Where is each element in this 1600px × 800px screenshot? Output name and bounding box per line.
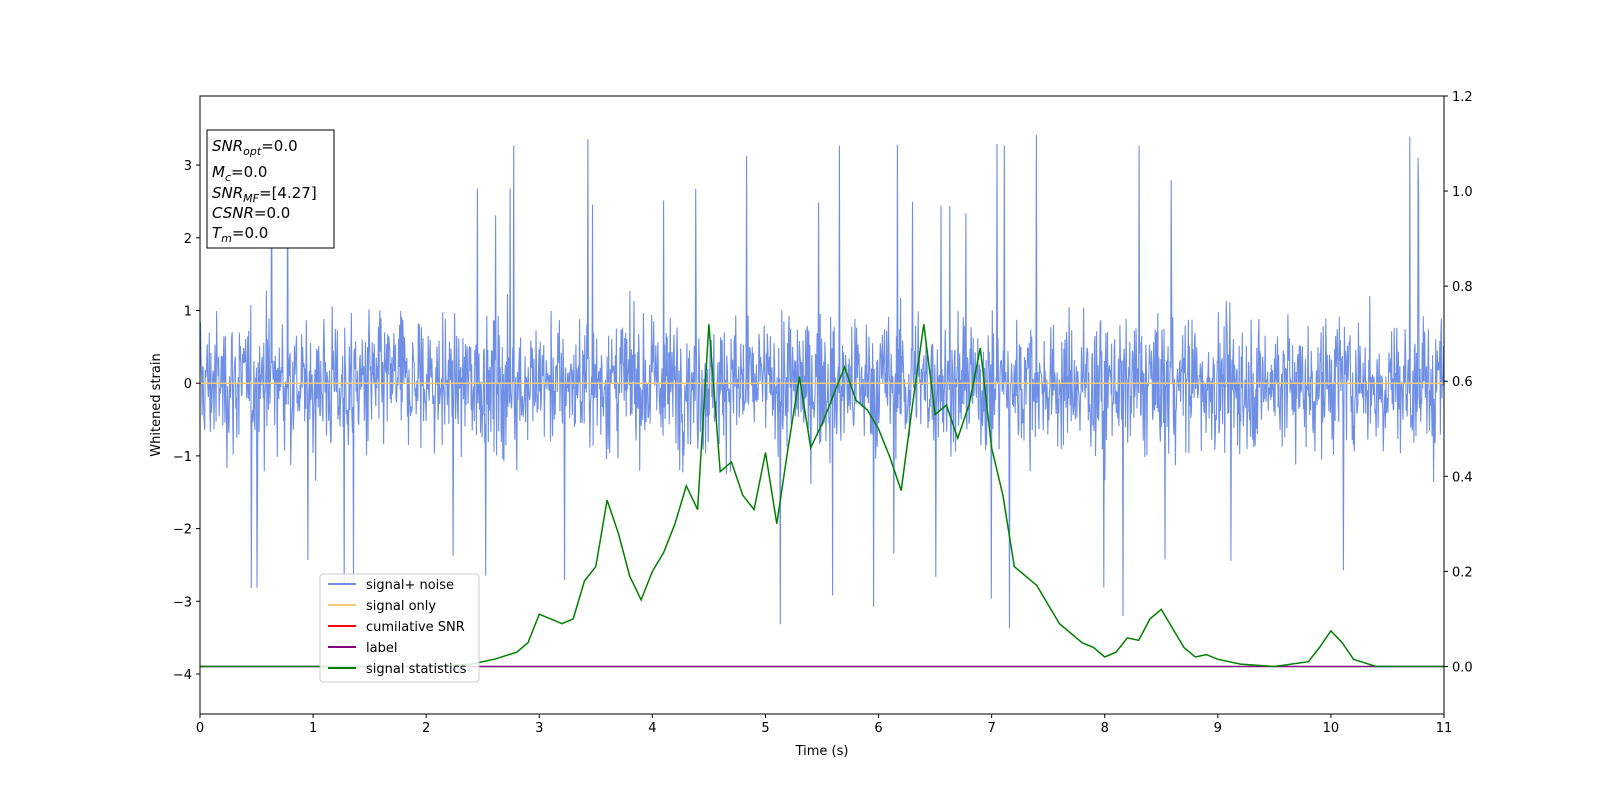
annotation-line: SNRMF=[4.27]: [212, 184, 317, 205]
x-tick-label: 9: [1214, 721, 1222, 736]
legend-label: signal only: [366, 599, 436, 614]
annotation-symbol: M: [212, 163, 225, 181]
y-left-tick-label: 0: [184, 377, 192, 392]
annotation-value: =0.0: [261, 137, 297, 155]
x-tick-label: 6: [874, 721, 882, 736]
annotation-subscript: MF: [243, 192, 259, 205]
y-right-tick-label: 1.0: [1452, 185, 1473, 200]
y-left-tick-label: 1: [184, 304, 192, 319]
x-tick-label: 1: [309, 721, 317, 736]
plot-frame: [199, 95, 1445, 715]
y-right-tick-label: 0.0: [1452, 660, 1473, 675]
annotation-line: Tm=0.0: [212, 224, 268, 245]
legend-frame: [319, 573, 480, 683]
annotation-line: CSNR=0.0: [212, 204, 290, 222]
x-tick-label: 11: [1436, 721, 1453, 736]
x-tick-label: 8: [1101, 721, 1109, 736]
annotation-line: Mc=0.0: [212, 163, 267, 184]
annotation-frame: [206, 129, 335, 249]
y-right-tick-label: 0.4: [1452, 470, 1473, 485]
x-tick-label: 10: [1323, 721, 1340, 736]
y-left-tick-label: −1: [173, 450, 192, 465]
annotation-symbol: SNR: [212, 137, 243, 155]
y-left-tick-label: 2: [184, 232, 192, 247]
annotation-value: =[4.27]: [259, 184, 317, 202]
x-tick-label: 0: [196, 721, 204, 736]
y-left-tick-label: 3: [184, 159, 192, 174]
y-axis-label: Whitened strain: [149, 353, 164, 456]
legend-label: signal statistics: [366, 662, 467, 677]
legend-label: cumilative SNR: [366, 620, 465, 635]
x-tick-label: 4: [648, 721, 656, 736]
x-tick-label: 5: [761, 721, 769, 736]
x-tick-label: 2: [422, 721, 430, 736]
annotation-box: SNRopt=0.0Mc=0.0SNRMF=[4.27]CSNR=0.0Tm=0…: [206, 129, 335, 249]
y-right-tick-label: 0.8: [1452, 280, 1473, 295]
y-left-tick-label: −3: [173, 595, 192, 610]
y-left-tick-label: −2: [173, 523, 192, 538]
annotation-value: =0.0: [232, 224, 268, 242]
annotation-subscript: opt: [243, 145, 262, 158]
annotation-symbol: SNR: [212, 184, 243, 202]
annotation-symbol: CSNR: [212, 204, 254, 222]
annotation-value: =0.0: [254, 204, 290, 222]
axis-ticks-layer: 0 1 2 3 4 5 6 7 8 9 10 11 −4 −3 −2 −1 0 1 2 3 0.0 0.2 0.4 0.6 0.…: [173, 90, 1473, 736]
annotation-subscript: c: [225, 171, 231, 184]
legend-label: label: [366, 641, 397, 656]
y-right-tick-label: 1.2: [1452, 90, 1473, 105]
annotation-value: =0.0: [231, 163, 267, 181]
x-tick-label: 3: [535, 721, 543, 736]
annotation-line: SNRopt=0.0: [212, 137, 298, 158]
y-left-tick-label: −4: [173, 668, 192, 683]
y-right-tick-label: 0.6: [1452, 375, 1473, 390]
annotation-subscript: m: [221, 232, 232, 245]
x-tick-label: 7: [987, 721, 995, 736]
legend-label: signal+ noise: [366, 578, 454, 593]
annotation-symbol: T: [212, 224, 223, 242]
y-right-tick-label: 0.2: [1452, 565, 1473, 580]
signal-statistics-line: [200, 324, 1444, 668]
legend: signal+ noise signal only cumilative SNR la…: [319, 573, 480, 683]
noise-series-layer: [199, 131, 1445, 629]
signal-noise-line: [199, 131, 1445, 629]
x-axis-label: Time (s): [795, 744, 849, 759]
